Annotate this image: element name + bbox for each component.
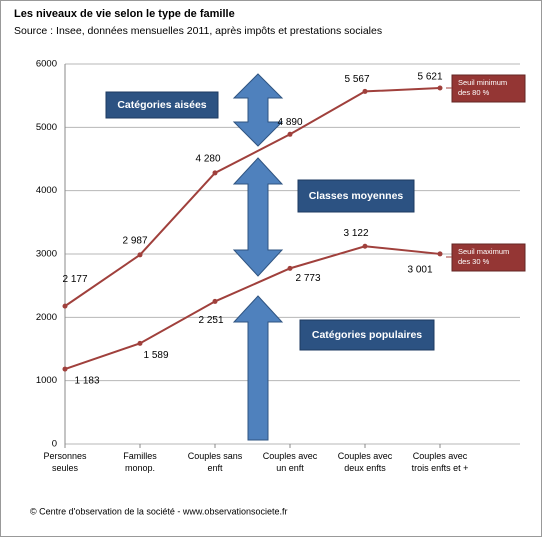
double-arrow	[232, 157, 284, 277]
x-tick-label: Couples avec deux enfts	[338, 451, 393, 473]
chart-subtitle: Source : Insee, données mensuelles 2011,…	[14, 25, 382, 37]
footer: © Centre d'observation de la société - w…	[30, 506, 287, 516]
value-label: 5 567	[344, 74, 369, 85]
x-tick-label: Couples avec trois enfts et +	[412, 451, 469, 473]
legend-label: Seuil minimum des 80 %	[458, 78, 507, 97]
data-point	[62, 366, 68, 372]
annotation: Catégories aisées	[117, 99, 206, 111]
x-tick-label: Personnes seules	[43, 451, 87, 473]
data-point	[362, 243, 368, 249]
value-label: 2 773	[295, 273, 320, 284]
value-label: 4 280	[195, 154, 220, 165]
annotation: Classes moyennes	[309, 190, 404, 202]
arrows	[232, 73, 284, 441]
value-label: 1 183	[74, 376, 99, 387]
series-line	[64, 245, 441, 371]
x-tick-label: Couples sans enft	[188, 451, 243, 473]
annotation-box	[299, 319, 435, 351]
data-point	[362, 88, 368, 94]
y-tick-label: 3000	[36, 249, 57, 260]
value-label: 4 890	[277, 117, 302, 128]
y-tick-label: 5000	[36, 122, 57, 133]
annotation-box	[297, 179, 415, 213]
annotation: Catégories populaires	[312, 329, 422, 341]
y-tick-label: 6000	[36, 59, 57, 70]
value-label: 5 621	[417, 72, 442, 83]
data-point	[287, 265, 293, 271]
y-tick-label: 1000	[36, 375, 57, 386]
y-tick-label: 0	[52, 439, 57, 450]
value-label: 2 987	[122, 235, 147, 246]
data-point	[62, 303, 68, 309]
series-line	[64, 87, 441, 307]
y-tick-label: 2000	[36, 312, 57, 323]
legend-box	[451, 74, 526, 103]
data-point	[287, 131, 293, 137]
data-point	[437, 85, 443, 91]
value-label: 1 589	[143, 350, 168, 361]
data-point	[212, 298, 218, 304]
up-arrow	[232, 295, 284, 441]
annotation-box	[105, 91, 219, 119]
legend-label: Seuil maximum des 30 %	[458, 247, 509, 266]
value-label: 2 251	[198, 315, 223, 326]
data-point	[137, 252, 143, 258]
data-point	[137, 340, 143, 346]
x-tick-label: Couples avec un enft	[263, 451, 318, 473]
x-tick-label: Familles monop.	[123, 451, 157, 473]
y-tick-label: 4000	[36, 185, 57, 196]
chart-title: Les niveaux de vie selon le type de fami…	[14, 8, 235, 20]
value-label: 3 122	[343, 228, 368, 239]
double-arrow	[232, 73, 284, 147]
value-label: 2 177	[62, 274, 87, 285]
value-label: 3 001	[407, 265, 432, 276]
data-point	[212, 170, 218, 176]
data-point	[437, 251, 443, 257]
